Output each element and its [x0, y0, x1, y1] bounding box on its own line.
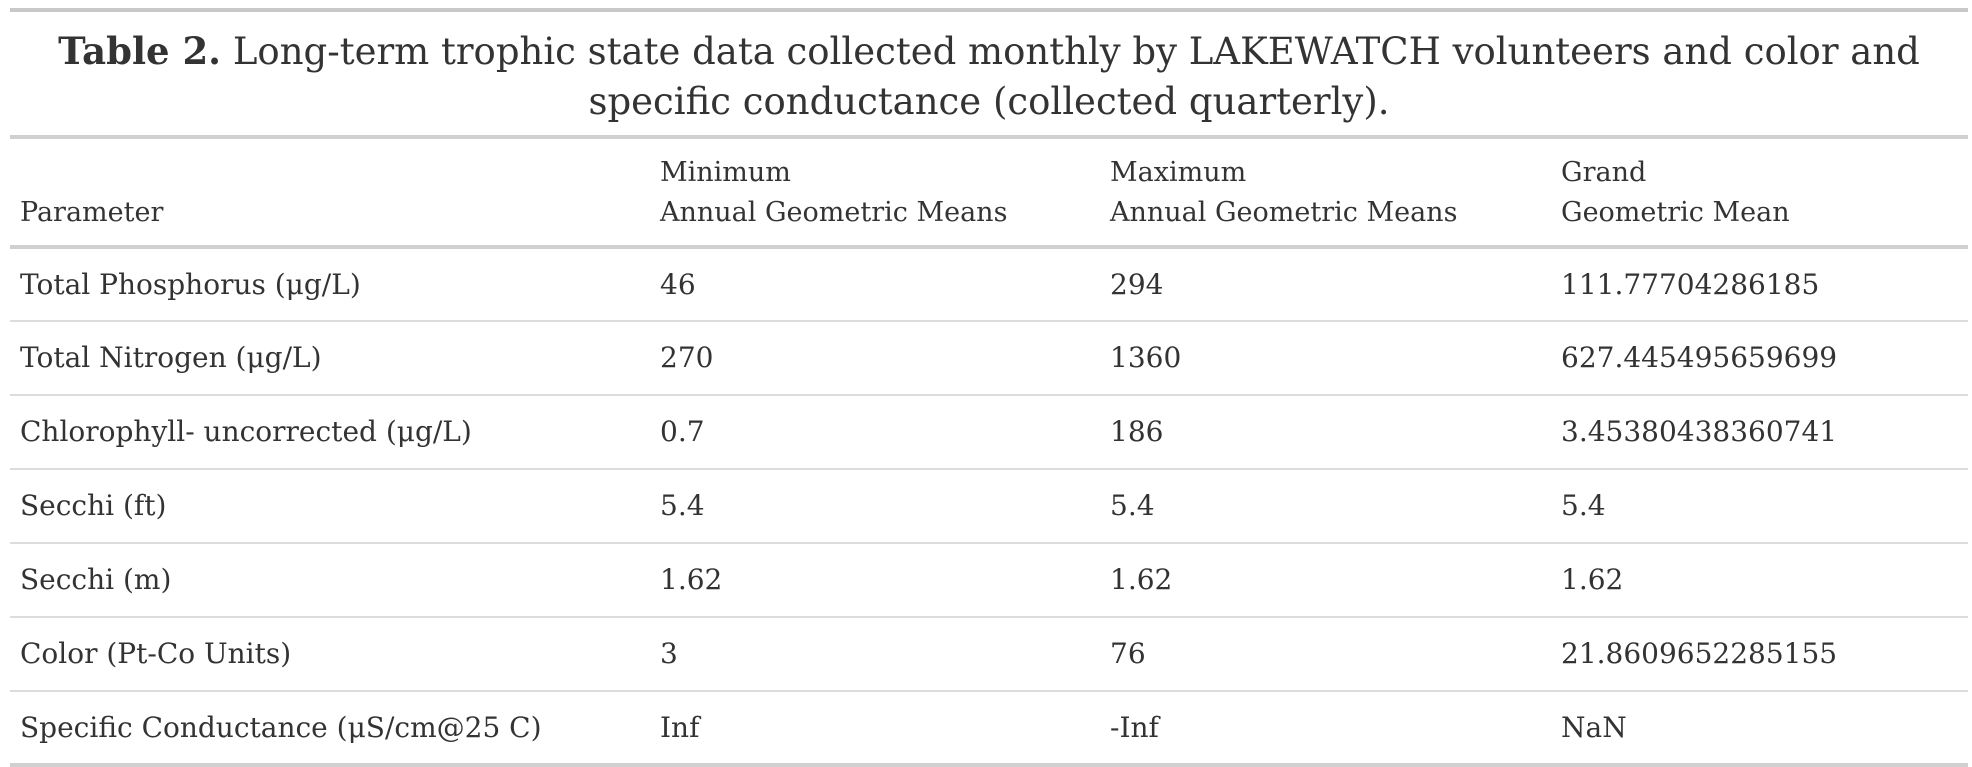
parameter-cell: Specific Conductance (μS/cm@25 C)	[20, 710, 542, 744]
header-minimum-line1: Minimum	[660, 157, 791, 188]
parameter-cell: Secchi (m)	[10, 543, 650, 618]
header-maximum: Maximum Annual Geometric Means	[1100, 137, 1551, 249]
grand-mean-cell: 5.4	[1551, 469, 1968, 544]
header-parameter: Parameter	[10, 137, 650, 249]
top-rule	[10, 8, 1968, 12]
header-parameter-line2: Parameter	[20, 197, 164, 228]
maximum-cell: 186	[1100, 395, 1551, 470]
caption-label: Table 2.	[58, 29, 222, 73]
maximum-cell: 1360	[1100, 321, 1551, 396]
header-maximum-line2: Annual Geometric Means	[1110, 197, 1458, 228]
parameter-cell: Secchi (ft)	[10, 469, 650, 544]
maximum-cell: 1.62	[1100, 543, 1551, 618]
minimum-cell: 46	[650, 247, 1100, 322]
grand-mean-cell: 1.62	[1551, 543, 1968, 618]
table-row: Total Phosphorus (μg/L) 46 294 111.77704…	[10, 247, 1968, 322]
header-grand-mean-line2: Geometric Mean	[1561, 197, 1790, 228]
header-grand-mean: Grand Geometric Mean	[1551, 137, 1968, 249]
maximum-cell: -Inf	[1110, 710, 1159, 744]
header-row: Parameter Minimum Annual Geometric Means…	[10, 137, 1968, 249]
maximum-cell: 5.4	[1100, 469, 1551, 544]
maximum-cell: 76	[1100, 617, 1551, 692]
data-table: Parameter Minimum Annual Geometric Means…	[10, 135, 1968, 767]
minimum-cell: 270	[650, 321, 1100, 396]
header-grand-mean-line1: Grand	[1561, 157, 1647, 188]
parameter-cell: Chlorophyll- uncorrected (μg/L)	[10, 395, 650, 470]
table-container: Table 2. Long-term trophic state data co…	[10, 8, 1968, 767]
grand-mean-cell: 21.8609652285155	[1551, 617, 1968, 692]
grand-mean-cell: 3.45380438360741	[1551, 395, 1968, 470]
table-row: Color (Pt-Co Units) 3 76 21.860965228515…	[10, 617, 1968, 692]
minimum-cell: 1.62	[650, 543, 1100, 618]
grand-mean-cell: NaN	[1561, 710, 1627, 744]
minimum-cell: 3	[650, 617, 1100, 692]
minimum-cell: 5.4	[650, 469, 1100, 544]
caption-text: Long-term trophic state data collected m…	[232, 30, 1920, 123]
table-caption: Table 2. Long-term trophic state data co…	[10, 12, 1968, 135]
table-row: Secchi (ft) 5.4 5.4 5.4	[10, 469, 1968, 544]
header-maximum-line1: Maximum	[1110, 157, 1247, 188]
parameter-cell: Color (Pt-Co Units)	[10, 617, 650, 692]
parameter-cell: Total Phosphorus (μg/L)	[10, 247, 650, 322]
parameter-cell: Total Nitrogen (μg/L)	[10, 321, 650, 396]
maximum-cell: 294	[1100, 247, 1551, 322]
minimum-cell: Inf	[660, 710, 700, 744]
minimum-cell: 0.7	[650, 395, 1100, 470]
table-row: Secchi (m) 1.62 1.62 1.62	[10, 543, 1968, 618]
grand-mean-cell: 111.77704286185	[1551, 247, 1968, 322]
table-row: Chlorophyll- uncorrected (μg/L) 0.7 186 …	[10, 395, 1968, 470]
header-minimum: Minimum Annual Geometric Means	[650, 137, 1100, 249]
table-row: Specific Conductance (μS/cm@25 C) Inf -I…	[10, 691, 1968, 765]
header-minimum-line2: Annual Geometric Means	[660, 197, 1008, 228]
table-row: Total Nitrogen (μg/L) 270 1360 627.44549…	[10, 321, 1968, 396]
grand-mean-cell: 627.445495659699	[1551, 321, 1968, 396]
